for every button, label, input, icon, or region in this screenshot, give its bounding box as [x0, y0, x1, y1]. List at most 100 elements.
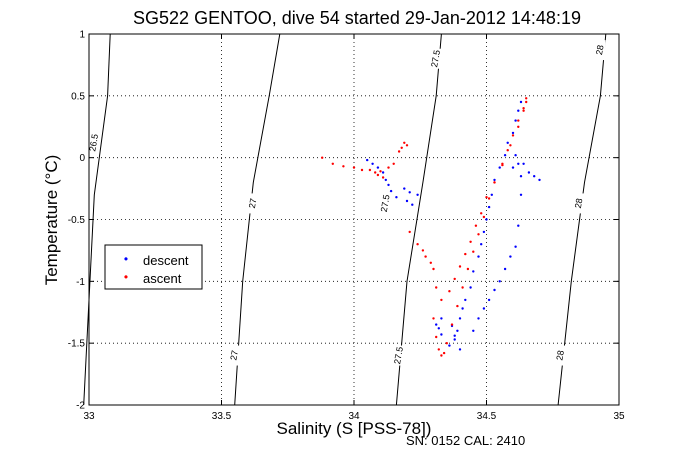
descent-point — [381, 171, 385, 174]
descent-point — [477, 255, 480, 258]
descent-point — [498, 166, 501, 169]
descent-point — [498, 280, 501, 283]
ascent-point — [517, 125, 520, 128]
legend: • descent • ascent — [104, 244, 203, 290]
descent-point — [395, 196, 398, 199]
isopycnal-label: 28 — [594, 44, 606, 56]
ascent-point — [432, 317, 435, 320]
ascent-point — [450, 323, 454, 326]
ascent-point — [464, 252, 467, 256]
isopycnal-label-bg — [248, 193, 259, 214]
descent-point — [511, 131, 515, 135]
ascent-point — [437, 348, 440, 351]
isopycnal-label: 27.5 — [379, 194, 392, 213]
isopycnal-label: 27 — [247, 197, 259, 209]
ascent-point — [387, 166, 390, 169]
descent-point — [517, 224, 520, 227]
ascent-point — [477, 233, 480, 236]
descent-point — [487, 205, 491, 209]
ascent-point — [432, 267, 435, 271]
isopycnal-label-bg — [394, 345, 405, 366]
ascent-point — [374, 171, 377, 174]
serial-calibration-note: SN: 0152 CAL: 2410 — [406, 433, 525, 448]
ascent-point — [379, 170, 382, 173]
grid — [89, 34, 619, 405]
ascent-point — [342, 165, 345, 168]
x-tick-label: 34 — [348, 411, 360, 422]
isopycnal-label-bg — [555, 345, 566, 366]
descent-point — [482, 307, 486, 310]
descent-point — [387, 183, 390, 187]
isopycnal-label: 27 — [228, 350, 240, 362]
ascent-point — [487, 197, 491, 200]
y-axis-label: Temperature (°C) — [42, 155, 61, 286]
descent-point — [487, 298, 491, 302]
ascent-point — [458, 265, 462, 268]
ascent-point — [416, 243, 419, 246]
legend-marker-descent: • — [124, 252, 128, 266]
ascent-point — [469, 240, 472, 243]
descent-point — [411, 203, 414, 206]
descent-point — [376, 166, 380, 169]
axis-ticks: 33 33.5 34 34.5 35 -2 -1.5 -1 -0.5 0 0.5 1 — [68, 30, 625, 423]
descent-point — [519, 193, 523, 196]
y-tick-label: 0.5 — [71, 91, 85, 102]
ascent-point — [400, 146, 403, 149]
ascent-point — [352, 166, 356, 169]
descent-point — [482, 230, 486, 234]
ascent-point — [360, 168, 364, 172]
ascent-point — [376, 173, 380, 177]
ascent-point — [461, 286, 464, 289]
descent-point — [405, 199, 409, 203]
descent-point — [453, 338, 456, 341]
ascent-point — [403, 141, 406, 144]
descent-point — [503, 267, 507, 271]
y-tick-label: -2 — [76, 401, 85, 412]
x-tick-label: 33 — [83, 411, 95, 422]
descent-point — [403, 187, 406, 190]
descent-point — [527, 171, 531, 174]
descent-point — [437, 327, 440, 330]
legend-label-descent: descent — [143, 253, 189, 268]
ascent-point — [424, 255, 427, 258]
data-points — [321, 97, 541, 357]
descent-point — [408, 191, 411, 194]
descent-point — [522, 162, 525, 165]
isopycnal-label: 27.5 — [392, 346, 405, 365]
y-tick-label: -1.5 — [68, 339, 86, 350]
isopycnal-label-bg — [89, 132, 100, 153]
descent-point — [493, 288, 496, 292]
descent-point — [472, 329, 475, 332]
isopycnal-label: 27.5 — [429, 49, 442, 68]
ascent-point — [453, 277, 456, 281]
descent-point — [503, 154, 507, 157]
descent-point — [464, 298, 467, 302]
ascent-point — [517, 119, 520, 122]
descent-point — [389, 189, 393, 193]
descent-point — [366, 158, 369, 162]
ascent-point — [525, 97, 528, 100]
ascent-point — [321, 156, 324, 159]
ascent-point — [392, 162, 395, 165]
chart-title: SG522 GENTOO, dive 54 started 29-Jan-201… — [133, 8, 581, 28]
descent-point — [461, 307, 464, 310]
legend-label-ascent: ascent — [143, 271, 182, 286]
x-axis-label: Salinity (S [PSS-78]) — [277, 419, 432, 438]
legend-box — [104, 244, 203, 290]
isopycnal-label: 28 — [573, 198, 585, 210]
descent-point — [469, 286, 472, 289]
descent-point — [371, 162, 374, 165]
descent-point — [485, 218, 488, 221]
y-tick-label: 0 — [79, 153, 85, 164]
isopycnal-line — [234, 33, 281, 406]
ascent-point — [440, 354, 443, 357]
legend-marker-ascent: • — [124, 270, 128, 284]
descent-point — [490, 193, 493, 196]
descent-point — [416, 193, 419, 196]
ascent-point — [445, 342, 448, 345]
ascent-point — [506, 149, 509, 152]
ascent-point — [466, 267, 470, 271]
isopycnal-line — [557, 33, 607, 406]
ascent-point — [448, 290, 451, 293]
